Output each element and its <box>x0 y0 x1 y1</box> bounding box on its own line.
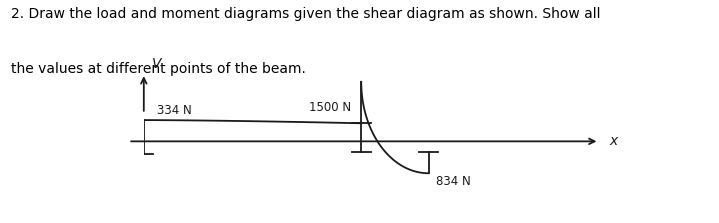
Text: x: x <box>610 134 618 148</box>
Text: 1500 N: 1500 N <box>308 101 351 114</box>
Text: 834 N: 834 N <box>436 175 471 188</box>
Text: 334 N: 334 N <box>157 104 191 117</box>
Text: V: V <box>152 57 161 71</box>
Text: the values at different points of the beam.: the values at different points of the be… <box>11 62 306 76</box>
Text: 2. Draw the load and moment diagrams given the shear diagram as shown. Show all: 2. Draw the load and moment diagrams giv… <box>11 7 600 21</box>
